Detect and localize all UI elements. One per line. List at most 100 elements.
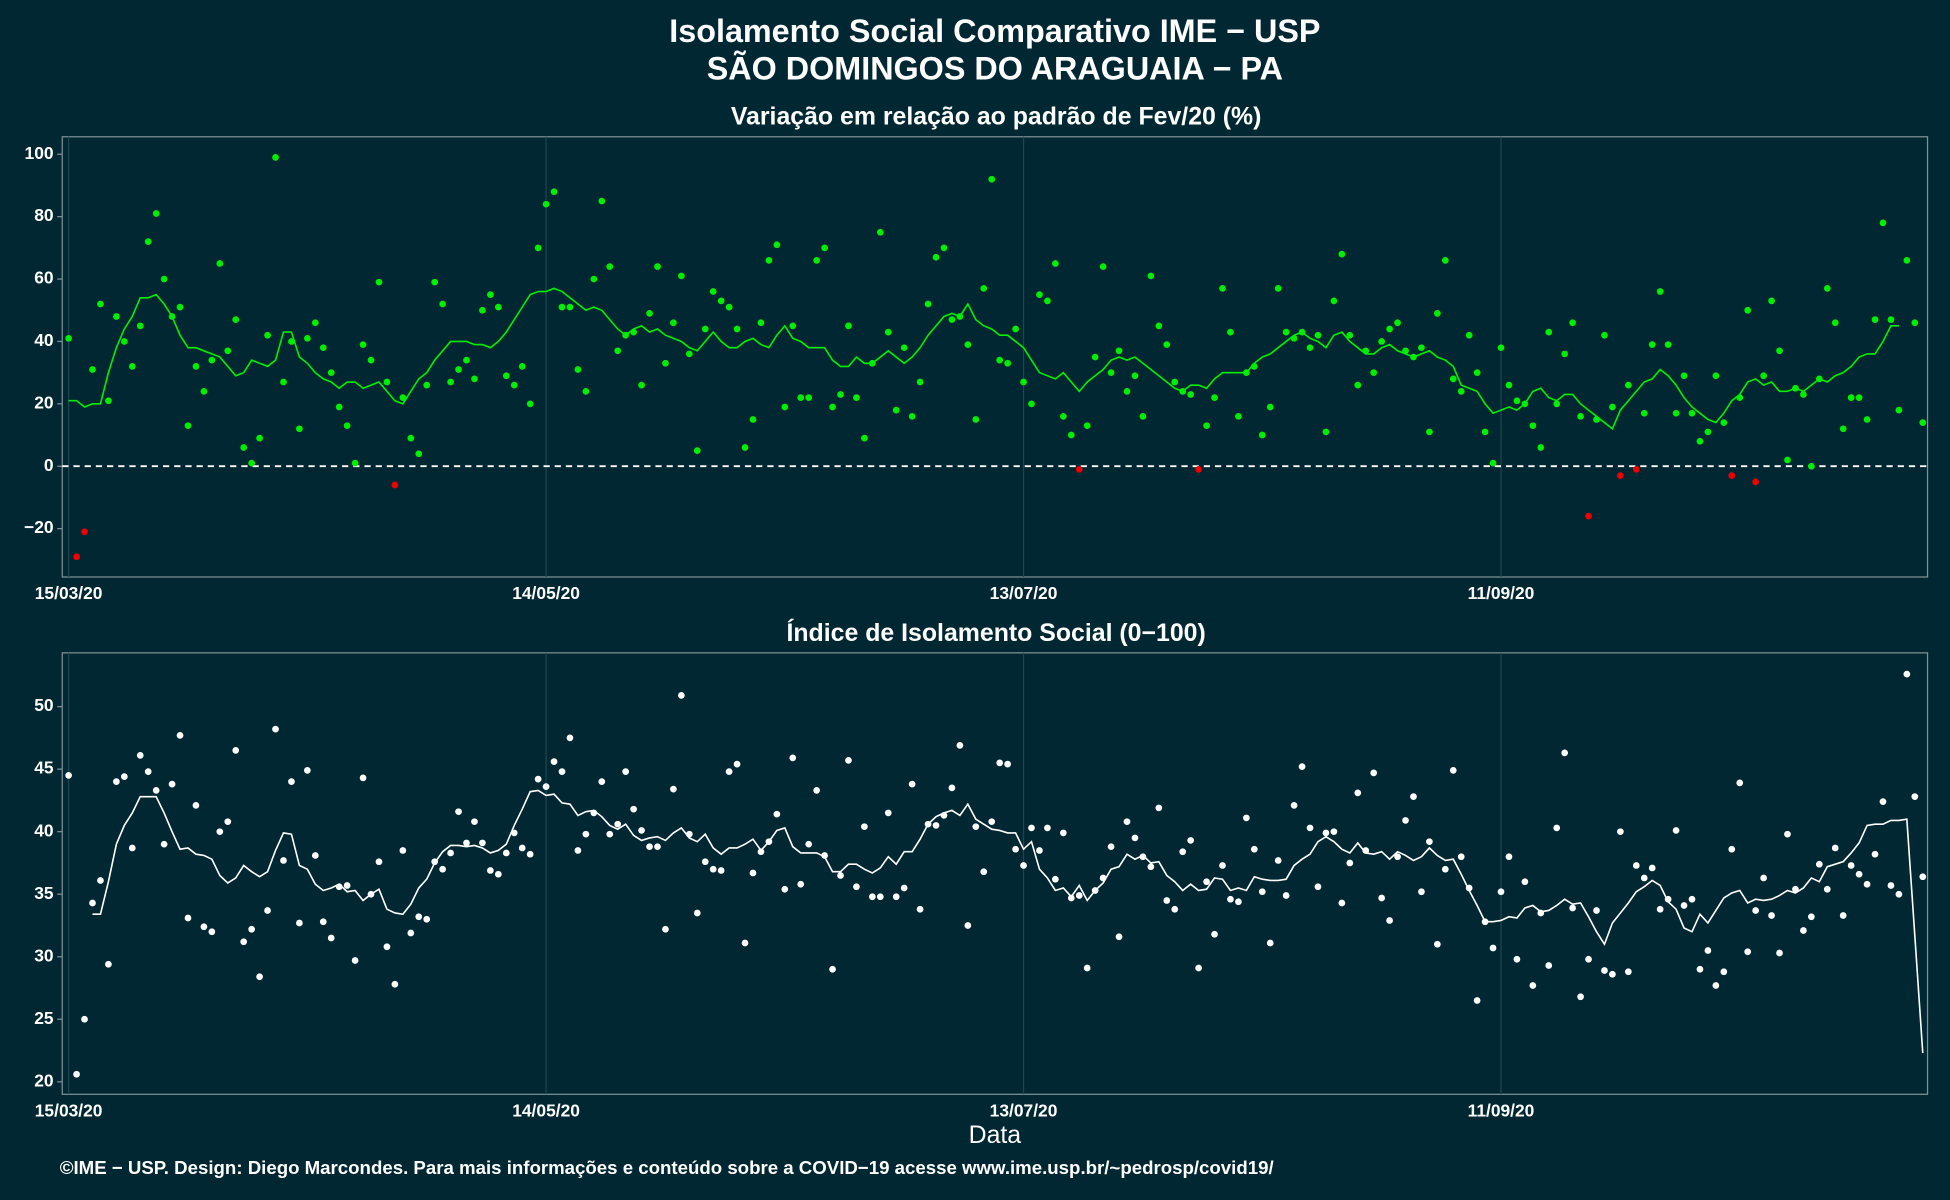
data-point [1497, 344, 1505, 352]
data-point [526, 850, 534, 858]
data-point [1569, 904, 1576, 912]
data-point [709, 288, 717, 295]
data-point [1609, 403, 1616, 411]
data-point [303, 334, 311, 342]
plot-area [61, 136, 1929, 578]
data-point [1250, 845, 1258, 853]
data-point [1370, 369, 1378, 377]
y-tick-label: 80 [34, 205, 53, 225]
data-point [487, 291, 494, 299]
data-point [1640, 874, 1648, 882]
data-point [1784, 456, 1791, 464]
data-point [566, 734, 574, 742]
data-point [1752, 907, 1760, 914]
data-point [343, 882, 351, 889]
data-point [558, 768, 566, 776]
data-point [773, 241, 781, 249]
data-point [1688, 895, 1696, 903]
data-point [1036, 291, 1043, 299]
data-point [980, 868, 988, 876]
data-point [1776, 949, 1783, 957]
data-point [1075, 466, 1083, 473]
data-point [144, 768, 152, 776]
data-point [1258, 431, 1266, 439]
data-point [280, 857, 287, 864]
data-point [120, 338, 128, 345]
data-point [128, 844, 136, 852]
data-point [359, 341, 367, 348]
data-point [280, 378, 287, 386]
data-point [1744, 948, 1752, 956]
data-point [1044, 824, 1051, 832]
data-point [709, 865, 717, 873]
data-point [1800, 391, 1807, 398]
data-point [1394, 853, 1401, 861]
data-point [964, 341, 972, 348]
data-point [455, 366, 462, 373]
page-subtitle: SÃO DOMINGOS DO ARAGUAIA − PA [707, 49, 1283, 86]
data-point [1274, 285, 1282, 292]
data-point [1760, 874, 1767, 882]
data-point [1632, 466, 1640, 473]
data-point [1457, 388, 1465, 395]
data-point [479, 839, 486, 847]
data-point [1059, 829, 1067, 837]
data-point [1020, 378, 1027, 386]
data-point [1680, 372, 1688, 380]
data-point [1672, 409, 1680, 417]
data-point [1609, 970, 1616, 978]
data-point [502, 849, 510, 857]
data-point [176, 732, 184, 739]
data-point [1386, 325, 1393, 333]
data-point [1346, 859, 1354, 867]
chart-title: Índice de Isolamento Social (0−100) [786, 618, 1205, 647]
data-point [996, 759, 1004, 767]
data-point [1887, 882, 1895, 889]
data-point [1314, 883, 1322, 891]
data-point [1728, 472, 1736, 479]
data-point [1744, 306, 1752, 314]
data-point [876, 893, 884, 901]
data-point [1147, 863, 1155, 871]
data-point [1171, 905, 1179, 913]
data-point [1441, 256, 1449, 264]
data-point [1847, 394, 1855, 401]
data-point [1139, 412, 1147, 420]
data-point [590, 275, 598, 283]
data-point [1871, 316, 1879, 323]
data-point [65, 334, 72, 342]
data-point [248, 459, 256, 467]
data-point [964, 922, 972, 929]
y-tick-label: 60 [34, 268, 53, 288]
data-point [1131, 372, 1139, 380]
data-point [1648, 341, 1656, 348]
x-tick-label: 13/07/20 [990, 1100, 1058, 1120]
data-point [120, 773, 128, 781]
data-point [757, 848, 765, 856]
data-point [542, 200, 550, 208]
data-point [606, 263, 614, 270]
data-point [1656, 288, 1664, 295]
data-point [558, 303, 566, 311]
data-point [1505, 381, 1513, 389]
data-point [1418, 888, 1425, 896]
data-point [1274, 857, 1282, 864]
data-point [606, 830, 614, 838]
data-point [1545, 328, 1553, 336]
data-point [288, 778, 295, 786]
data-point [1553, 400, 1561, 408]
data-point [1083, 422, 1091, 430]
data-point [1052, 875, 1059, 883]
data-point [1664, 341, 1672, 348]
data-point [1410, 793, 1417, 801]
data-point [407, 434, 415, 442]
data-point [1426, 838, 1433, 846]
data-point [1815, 860, 1823, 868]
data-point [916, 378, 924, 386]
data-point [1736, 779, 1744, 787]
data-point [845, 757, 852, 764]
data-point [343, 422, 351, 430]
data-point [1561, 749, 1569, 757]
data-point [1863, 416, 1871, 423]
data-point [105, 397, 112, 405]
